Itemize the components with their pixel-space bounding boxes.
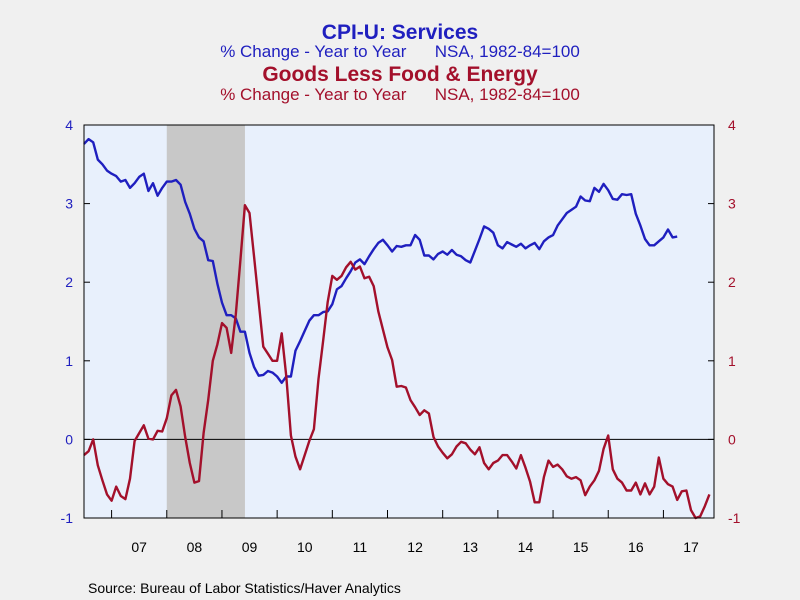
x-tick-label: 14 (518, 539, 534, 555)
y-right-tick-label: 3 (728, 196, 736, 212)
y-left-tick-label: 0 (65, 431, 73, 447)
y-left-tick-label: -1 (61, 510, 74, 526)
chart-subtitle: % Change - Year to Year NSA, 1982-84=100 (220, 42, 580, 61)
y-right-tick-label: -1 (728, 510, 741, 526)
x-tick-label: 10 (297, 539, 313, 555)
x-tick-label: 09 (242, 539, 258, 555)
recession-shading (166, 125, 245, 518)
series-line-1 (83, 137, 678, 384)
y-right-tick-label: 0 (728, 431, 736, 447)
x-tick-label: 17 (683, 539, 699, 555)
x-tick-label: 07 (131, 539, 147, 555)
y-right-tick-label: 2 (728, 274, 736, 290)
chart-title: CPI-U: Services (322, 21, 478, 44)
y-left-tick-label: 2 (65, 274, 73, 290)
y-left-tick-label: 4 (65, 117, 73, 133)
y-left-tick-label: 3 (65, 196, 73, 212)
y-right-tick-label: 1 (728, 353, 736, 369)
chart-title-2: Goods Less Food & Energy (262, 63, 538, 86)
x-tick-label: 13 (462, 539, 478, 555)
plot-frame (83, 124, 715, 519)
x-tick-label: 11 (353, 539, 368, 555)
series-line-2 (83, 203, 711, 520)
x-tick-label: 15 (573, 539, 589, 555)
x-tick-label: 08 (187, 539, 203, 555)
x-tick-label: 12 (407, 539, 423, 555)
source-note: Source: Bureau of Labor Statistics/Haver… (88, 580, 401, 596)
chart-subtitle-2: % Change - Year to Year NSA, 1982-84=100 (220, 85, 580, 104)
x-tick-label: 16 (628, 539, 644, 555)
y-right-tick-label: 4 (728, 117, 736, 133)
y-left-tick-label: 1 (65, 353, 73, 369)
